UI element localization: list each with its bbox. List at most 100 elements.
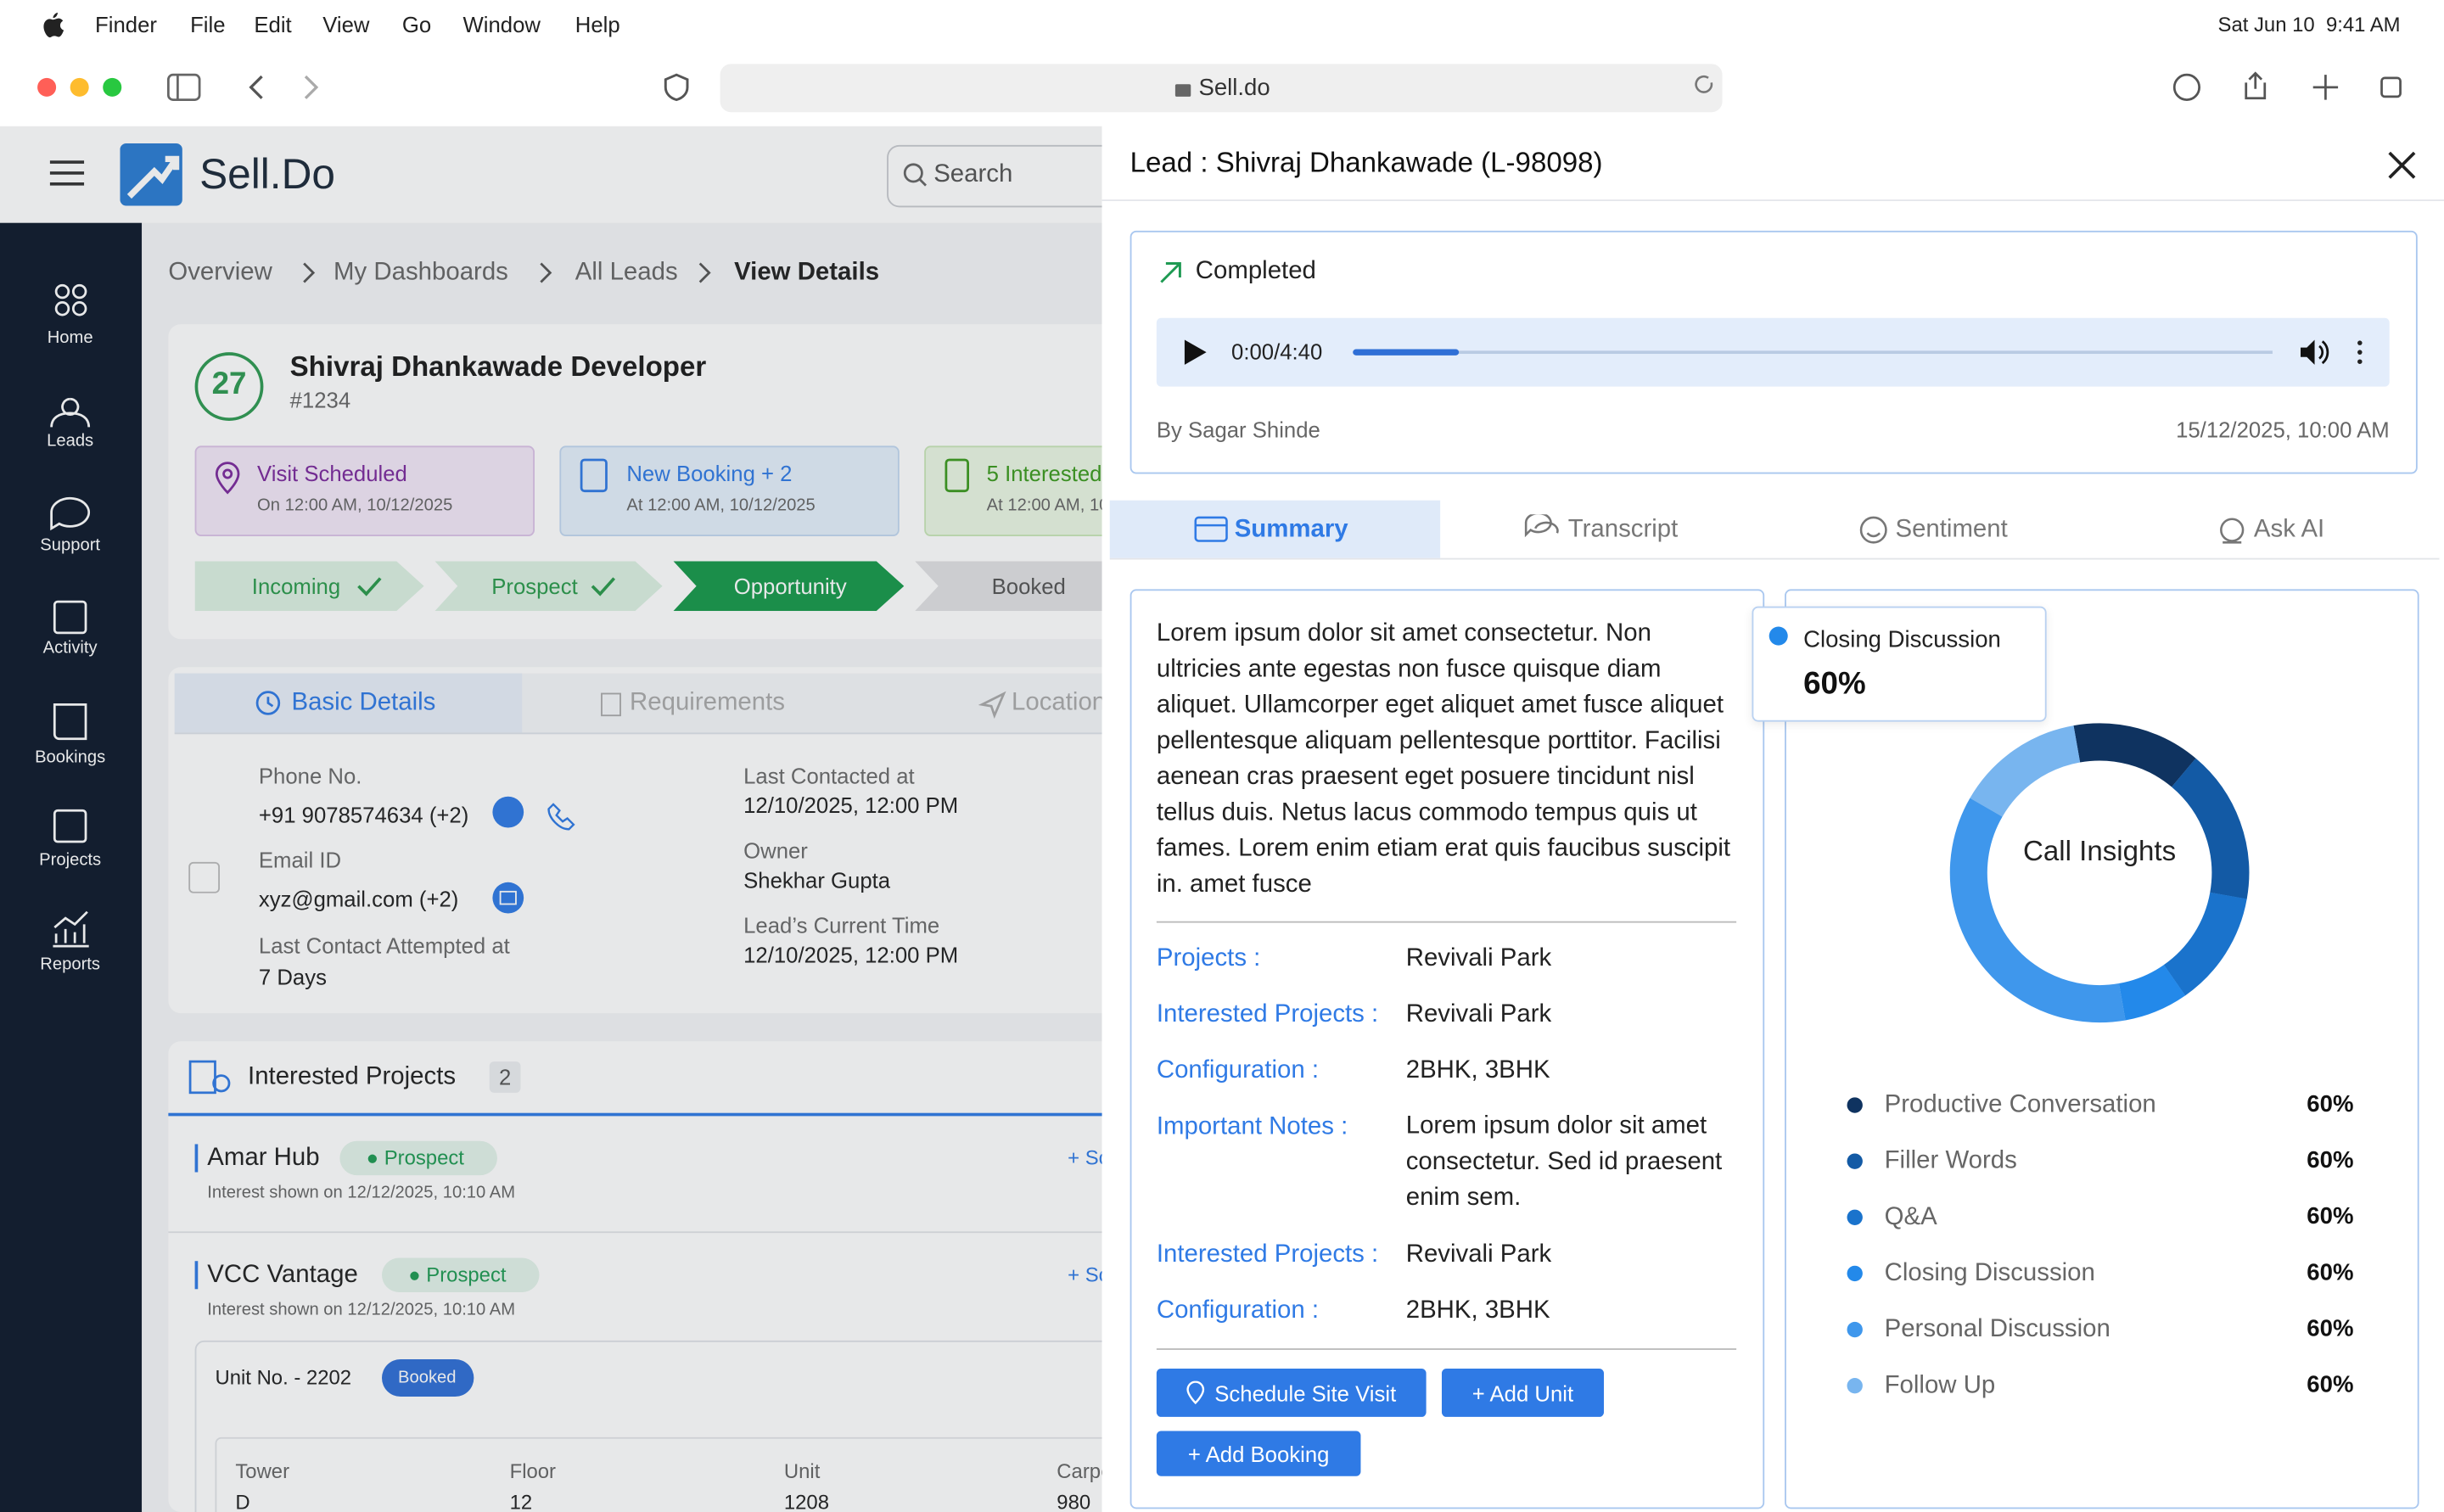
- new-tab-button[interactable]: [2312, 75, 2339, 100]
- add-booking-button[interactable]: + Add Booking: [1156, 1431, 1361, 1476]
- count-badge: [489, 1061, 521, 1093]
- privacy-icon[interactable]: [664, 73, 689, 102]
- status-icons: [580, 458, 969, 493]
- summary-divider: [1156, 1348, 1737, 1350]
- sidebar-icons: [50, 283, 91, 948]
- tab-label[interactable]: Sentiment: [1895, 516, 2008, 544]
- unit-column: Unit: [783, 1459, 821, 1483]
- stage[interactable]: [673, 561, 905, 612]
- field-label: Projects :: [1156, 945, 1261, 972]
- menu-item[interactable]: Go: [401, 11, 432, 37]
- add-unit-button[interactable]: + Add Unit: [1441, 1368, 1604, 1417]
- tabs-button[interactable]: [2380, 76, 2402, 98]
- lead-id: #1234: [289, 387, 351, 413]
- share-button[interactable]: [2245, 71, 2267, 100]
- status-card[interactable]: [559, 445, 900, 536]
- field-label: Configuration :: [1156, 1057, 1319, 1084]
- home-icon: [71, 283, 87, 300]
- breadcrumb[interactable]: All Leads: [575, 259, 678, 286]
- project-name[interactable]: Amar Hub: [207, 1145, 320, 1172]
- donut-segment[interactable]: [1943, 717, 2255, 1028]
- tab-label[interactable]: Transcript: [1567, 516, 1679, 544]
- sidebar-item[interactable]: Home: [47, 328, 93, 348]
- progress-track[interactable]: [1353, 350, 2273, 355]
- menu-item[interactable]: View: [322, 11, 370, 37]
- play-button[interactable]: [1181, 339, 1209, 367]
- menu-bar: [0, 0, 2444, 52]
- schedule-button[interactable]: Schedule Site Visit: [1156, 1368, 1427, 1417]
- sidebar-item[interactable]: Bookings: [35, 748, 106, 767]
- sidebar-item[interactable]: Activity: [42, 639, 98, 658]
- breadcrumb[interactable]: My Dashboards: [334, 259, 508, 286]
- contact-icons[interactable]: [491, 795, 585, 920]
- minimize-button[interactable]: [70, 77, 89, 97]
- field-label: Configuration :: [1156, 1297, 1319, 1324]
- projects-card: [168, 1041, 1135, 1512]
- zoom-button[interactable]: [103, 77, 122, 97]
- sidebar-item[interactable]: Support: [40, 535, 101, 556]
- downloads-button[interactable]: [2172, 73, 2201, 101]
- url[interactable]: Sell.do: [1198, 75, 1270, 102]
- stage[interactable]: [194, 561, 424, 612]
- tab-label[interactable]: Location: [1012, 689, 1107, 716]
- stage-label: Booked: [991, 574, 1066, 599]
- tab-label[interactable]: Ask AI: [2253, 516, 2325, 544]
- sidebar-item[interactable]: Projects: [39, 851, 102, 871]
- modal-overlay[interactable]: [0, 126, 1102, 1512]
- menu-item[interactable]: Edit: [254, 11, 292, 37]
- reload-button[interactable]: [1695, 75, 1713, 93]
- menu-item[interactable]: Finder: [95, 11, 157, 37]
- breadcrumb[interactable]: Overview: [168, 259, 272, 286]
- stage-checks: [357, 577, 616, 596]
- menu-item[interactable]: Window: [462, 11, 541, 37]
- active-tab[interactable]: [1109, 500, 1441, 558]
- forward-button[interactable]: [304, 75, 319, 99]
- volume-controls[interactable]: [2299, 337, 2377, 368]
- search-box[interactable]: [887, 144, 1124, 208]
- unit-badge: [381, 1358, 474, 1397]
- breadcrumb: View Details: [734, 259, 880, 286]
- legend-value: 60%: [2307, 1259, 2354, 1286]
- field-value: Revivali Park: [1405, 1241, 1552, 1268]
- menu-icon[interactable]: [49, 159, 85, 187]
- collapse-button[interactable]: [188, 861, 220, 893]
- donut-segment[interactable]: [1943, 717, 2255, 1028]
- detail-value: 12/10/2025, 12:00 PM: [743, 942, 959, 968]
- back-button[interactable]: [249, 75, 263, 99]
- unit-value: 980: [1057, 1490, 1091, 1512]
- legend-value: 60%: [2307, 1203, 2354, 1230]
- close-icon[interactable]: [2388, 151, 2416, 179]
- unit-value: 1208: [783, 1490, 829, 1512]
- legend-value: 60%: [2307, 1147, 2354, 1174]
- leads-icon: [50, 397, 91, 428]
- menu-item[interactable]: File: [190, 11, 226, 37]
- section-divider: [168, 1112, 1135, 1117]
- donut-segment[interactable]: [1948, 721, 2251, 1025]
- button-label: Schedule Site Visit: [1214, 1380, 1397, 1406]
- apple-icon[interactable]: [42, 12, 66, 39]
- menu-item[interactable]: Help: [575, 11, 620, 37]
- detail-value: 12/10/2025, 12:00 PM: [743, 792, 959, 818]
- address-bar[interactable]: [720, 64, 1723, 113]
- detail-label: Email ID: [258, 847, 342, 873]
- donut-segment[interactable]: [1943, 717, 2255, 1028]
- sidebar-toggle[interactable]: [166, 73, 201, 101]
- home-icon: [54, 283, 70, 300]
- project-name[interactable]: VCC Vantage: [207, 1261, 358, 1289]
- panel-title: Lead : Shivraj Dhankawade (L-98098): [1130, 147, 1603, 178]
- pin-icon: [215, 462, 240, 495]
- active-tab[interactable]: [174, 673, 523, 733]
- donut-segment[interactable]: [1948, 721, 2251, 1025]
- sidebar-item[interactable]: Leads: [47, 431, 94, 451]
- stage[interactable]: [434, 561, 663, 612]
- legend-label: Filler Words: [1884, 1147, 2017, 1175]
- tab-label[interactable]: Requirements: [630, 689, 785, 716]
- field-value: Lorem ipsum dolor sit amet consectetur. …: [1405, 1112, 1723, 1212]
- donut-center-label: Call Insights: [2023, 835, 2177, 867]
- close-button[interactable]: [37, 77, 57, 97]
- status-card[interactable]: [194, 445, 535, 536]
- sidebar-item[interactable]: Reports: [40, 955, 101, 975]
- donut-segment[interactable]: [1948, 721, 2251, 1025]
- lead-name: Shivraj Dhankawade Developer: [289, 350, 707, 383]
